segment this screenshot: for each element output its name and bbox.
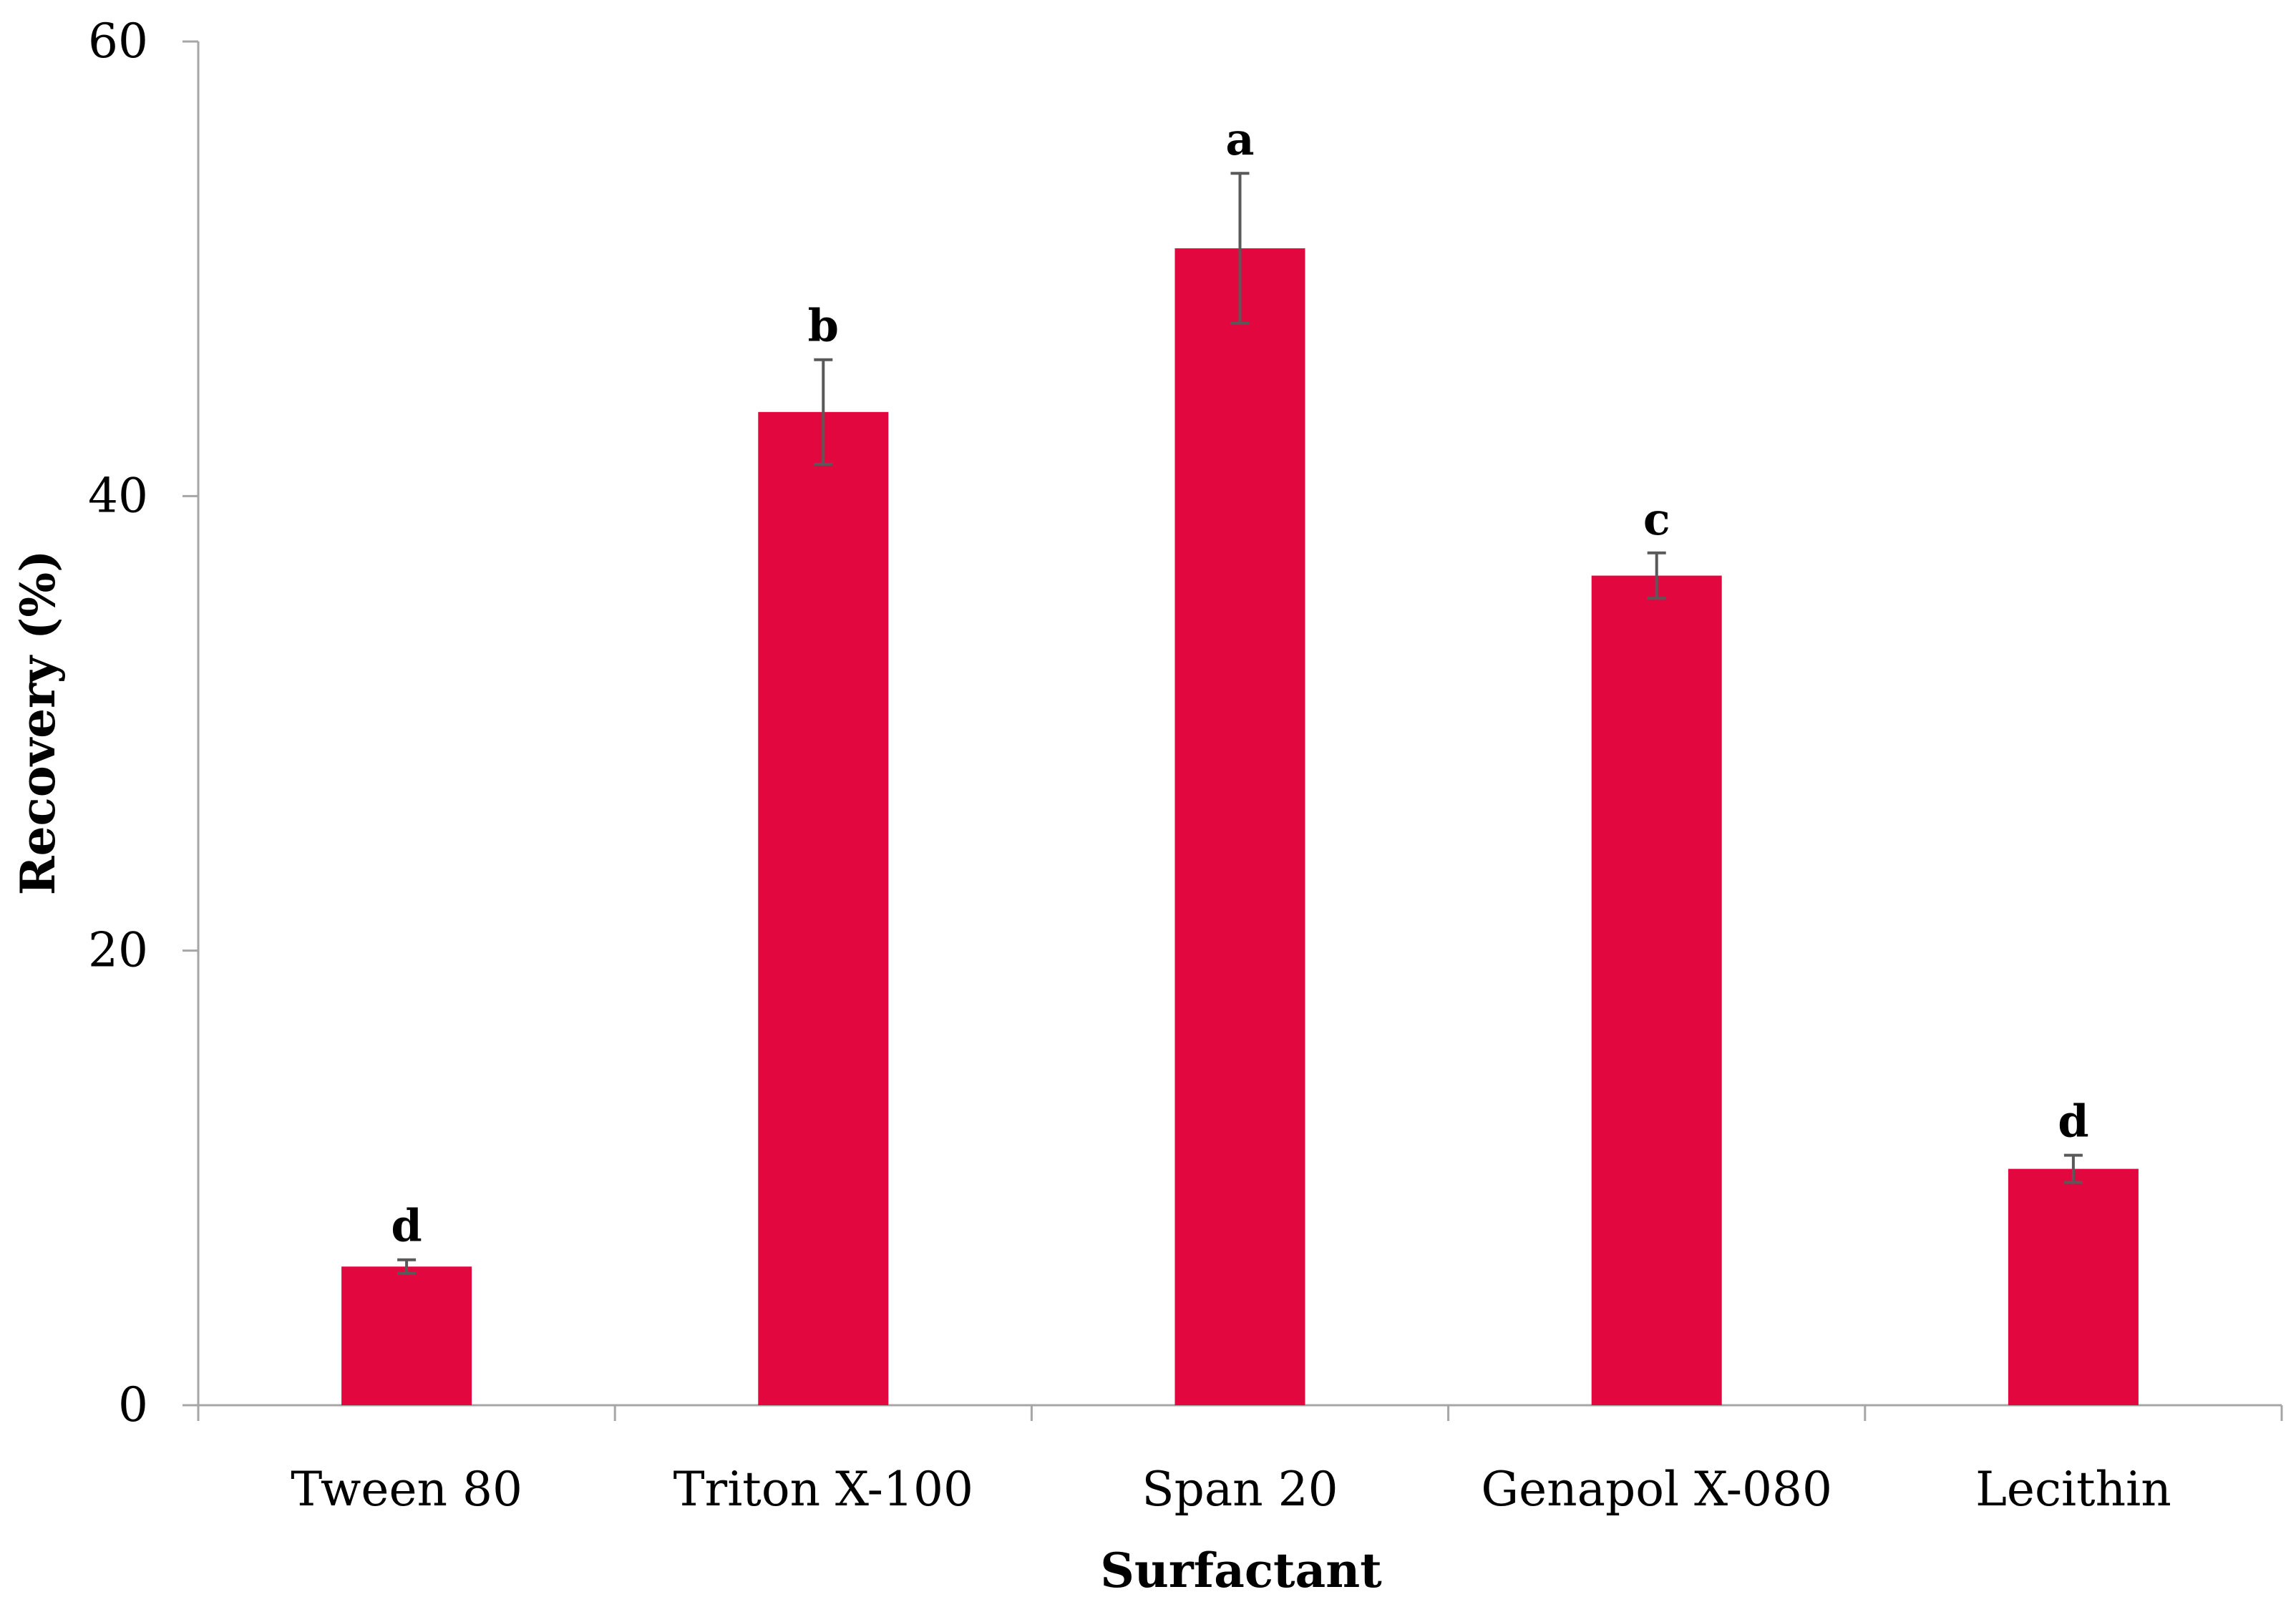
significance-letters: d b a c d: [391, 113, 2088, 1251]
category-label: Lecithin: [1975, 1462, 2171, 1517]
bar: [341, 1266, 472, 1405]
y-axis-title: Recovery (%): [10, 550, 66, 896]
category-label: Tween 80: [291, 1462, 522, 1517]
significance-letter: d: [391, 1200, 422, 1252]
category-label: Genapol X-080: [1481, 1462, 1832, 1517]
error-bar: [814, 358, 833, 466]
category-labels: Tween 80 Triton X-100 Span 20 Genapol X-080…: [291, 1462, 2171, 1517]
bar: [1591, 575, 1722, 1406]
y-tick-label: 0: [118, 1377, 148, 1432]
significance-letter: b: [808, 300, 839, 352]
error-bars: [397, 172, 2083, 1275]
x-axis-title: Surfactant: [1100, 1543, 1382, 1598]
bars: [341, 248, 2139, 1406]
error-bar: [1230, 172, 1250, 325]
y-ticks: 0 20 40 60: [88, 14, 198, 1432]
bar: [2008, 1168, 2139, 1405]
y-tick-label: 60: [88, 14, 148, 69]
error-bar: [397, 1258, 417, 1275]
significance-letter: d: [2058, 1095, 2088, 1148]
y-tick-label: 40: [88, 468, 148, 523]
category-label: Span 20: [1142, 1462, 1338, 1517]
significance-letter: a: [1225, 113, 1254, 165]
bar: [758, 411, 889, 1406]
y-tick-label: 20: [88, 923, 148, 978]
significance-letter: c: [1643, 493, 1670, 545]
error-bar: [1647, 551, 1666, 600]
bar: [1174, 248, 1305, 1405]
error-bar: [2063, 1153, 2083, 1184]
category-label: Triton X-100: [673, 1462, 973, 1517]
